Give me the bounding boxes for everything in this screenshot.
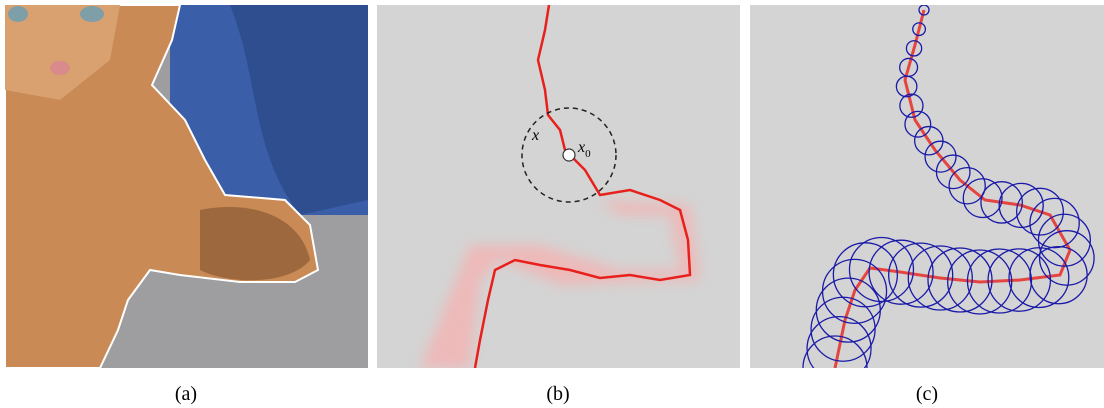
caption: (c) (916, 383, 938, 405)
panel-c (750, 5, 1104, 400)
figure: x x0 (a) (b) (c) (0, 0, 1104, 408)
annotation-x: x (531, 127, 539, 144)
cat-nose (50, 61, 70, 75)
panel-b: x x0 (377, 5, 740, 368)
cat-eye (80, 6, 104, 22)
cat-eye (8, 6, 28, 22)
panel-a-image (5, 5, 368, 368)
background (750, 5, 1104, 368)
caption: (a) (175, 383, 197, 405)
caption: (b) (546, 383, 569, 405)
annotation-x0-base: x (577, 139, 585, 156)
background (377, 5, 740, 368)
annotation-x0-sub: 0 (585, 148, 591, 160)
center-point (563, 149, 575, 161)
